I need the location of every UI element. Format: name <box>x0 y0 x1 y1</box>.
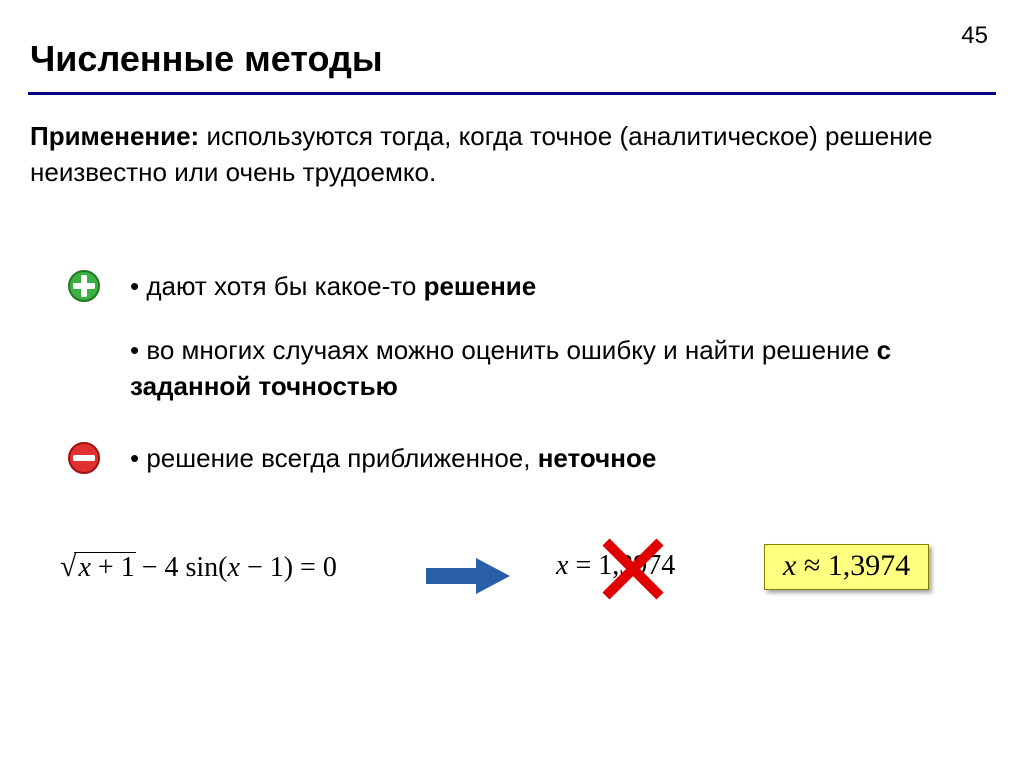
bullet1-bold: решение <box>424 271 537 301</box>
equation-row: √x + 1 − 4 sin(x − 1) = 0 x = 1,3974 x ≈… <box>60 536 994 616</box>
equation-rest: − 4 sin(x − 1) = 0 <box>135 552 337 583</box>
plus-icon <box>66 268 102 309</box>
slide-title: Численные методы <box>30 38 383 80</box>
sqrt-symbol: √x + 1 <box>60 550 135 584</box>
bullet-positive-1: дают хотя бы какое-то решение <box>68 268 984 304</box>
intro-label: Применение: <box>30 121 199 151</box>
minus-icon <box>66 440 102 481</box>
bullet-positive-2: во многих случаях можно оценить ошибку и… <box>68 332 984 405</box>
bullet3-bold: неточное <box>538 443 657 473</box>
cross-icon <box>598 534 668 609</box>
bullet-negative: решение всегда приближенное, неточное <box>68 440 984 476</box>
arrow-icon <box>426 558 510 599</box>
intro-paragraph: Применение: используются тогда, когда то… <box>30 118 964 191</box>
result-box: x ≈ 1,3974 <box>764 544 929 590</box>
equation-lhs: √x + 1 − 4 sin(x − 1) = 0 <box>60 550 337 584</box>
title-rule <box>28 92 996 95</box>
bullet1-part1: дают хотя бы какое-то <box>146 271 423 301</box>
bullet2-part1: во многих случаях можно оценить ошибку и… <box>146 335 876 365</box>
page-number: 45 <box>961 22 988 50</box>
bullet3-part1: решение всегда приближенное, <box>146 443 537 473</box>
bullet-text: дают хотя бы какое-то решение <box>130 268 984 304</box>
bullet-text: решение всегда приближенное, неточное <box>130 440 984 476</box>
bullet-text: во многих случаях можно оценить ошибку и… <box>130 332 984 405</box>
